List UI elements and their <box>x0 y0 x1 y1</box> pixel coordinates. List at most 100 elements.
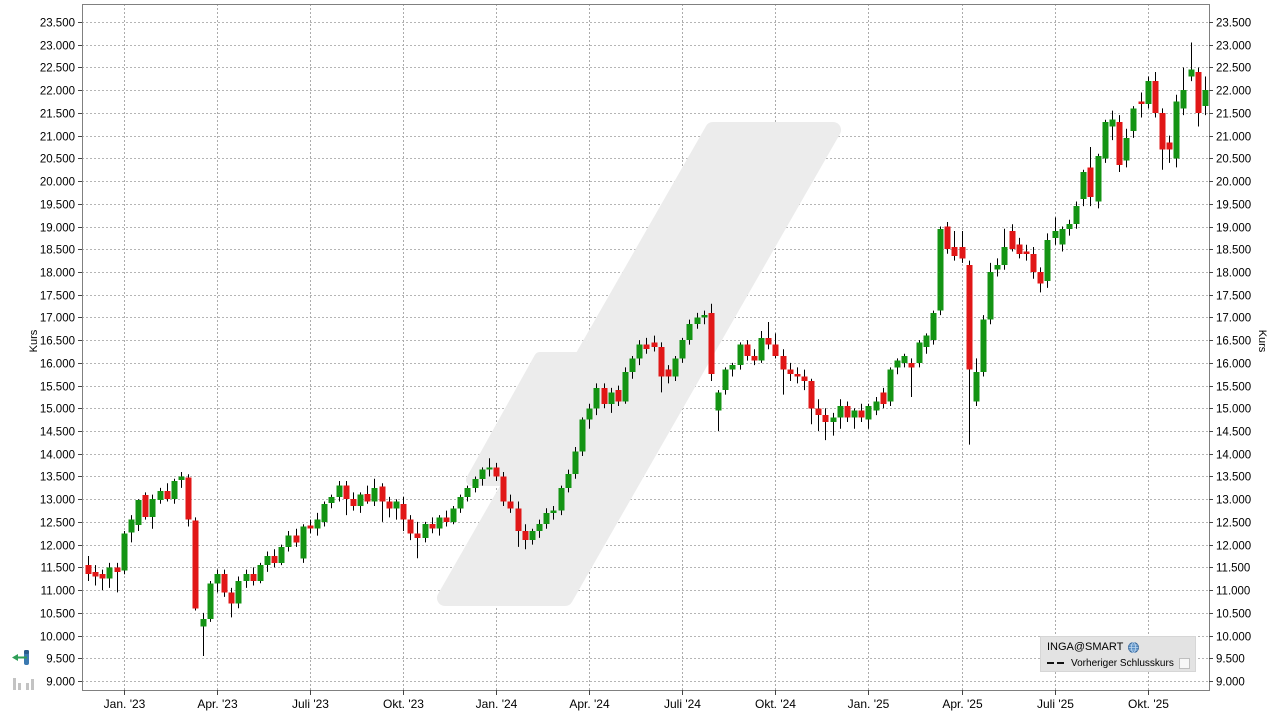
candle-down <box>944 226 951 250</box>
x-axis-tick-label: Okt. '25 <box>1128 697 1169 711</box>
candle-up <box>200 619 207 627</box>
candle-up <box>1109 119 1116 127</box>
candle-up <box>851 410 858 418</box>
y-axis-tick-label-left: 17.000 <box>40 313 75 325</box>
candle-down <box>780 356 787 370</box>
candle-up <box>1095 156 1102 202</box>
candle-up <box>257 565 264 582</box>
candle-up <box>235 581 242 604</box>
y-axis-tick-label-right: 13.000 <box>1216 495 1251 507</box>
candle-up <box>1001 246 1008 266</box>
candle-up <box>243 574 250 582</box>
candle-up <box>923 335 930 347</box>
candle-up <box>715 392 722 411</box>
candle-up <box>328 496 335 503</box>
x-axis-tick-label: Jan. '24 <box>476 697 518 711</box>
candle-up <box>321 503 328 522</box>
chart-corner-tools <box>12 649 40 691</box>
candle-down <box>414 533 421 538</box>
candle-down <box>751 356 758 361</box>
y-axis-tick-label-right: 22.000 <box>1216 86 1251 98</box>
y-axis-tick-label-left: 12.500 <box>40 518 75 530</box>
candle-down <box>858 410 865 418</box>
y-axis-tick-label-left: 10.000 <box>40 632 75 644</box>
candle-up <box>722 369 729 391</box>
candle-down <box>515 508 522 532</box>
y-axis-tick-label-right: 21.000 <box>1216 132 1251 144</box>
candle-up <box>300 526 307 559</box>
y-axis-tick-label-right: 21.500 <box>1216 109 1251 121</box>
candle-up <box>536 524 543 532</box>
candle-up <box>472 478 479 488</box>
y-axis-tick-label-right: 14.500 <box>1216 427 1251 439</box>
candle-up <box>1073 206 1080 225</box>
candle-down <box>1152 81 1159 113</box>
candle-down <box>658 346 665 377</box>
candle-down <box>522 531 529 541</box>
candle-down <box>293 535 300 543</box>
candle-down <box>815 408 822 416</box>
y-axis-tick-label-left: 12.000 <box>40 541 75 553</box>
candle-up <box>1173 101 1180 159</box>
candle-up <box>1145 81 1152 104</box>
y-axis-tick-label-right: 10.000 <box>1216 632 1251 644</box>
candle-down <box>271 556 278 563</box>
candle-up <box>1044 240 1051 282</box>
y-axis-tick-label-left: 23.500 <box>40 18 75 30</box>
candle-down <box>343 485 350 500</box>
candle-down <box>221 574 228 593</box>
candle-up <box>149 499 156 517</box>
plot-border <box>82 4 1210 691</box>
y-axis-tick-label-right: 9.000 <box>1216 677 1245 689</box>
x-axis-tick-label: Apr. '23 <box>197 697 238 711</box>
candle-up <box>128 519 135 533</box>
y-axis-tick-label-right: 23.500 <box>1216 18 1251 30</box>
candle-up <box>608 392 615 404</box>
y-axis-tick-label-right: 20.000 <box>1216 177 1251 189</box>
candle-up <box>157 491 164 501</box>
dashed-line-marker <box>1047 662 1067 664</box>
y-axis-tick-label-left: 21.500 <box>40 109 75 121</box>
candle-down <box>1037 271 1044 284</box>
mini-bar-chart-icon[interactable] <box>12 675 38 691</box>
candle-down <box>808 381 815 409</box>
candle-up <box>543 512 550 525</box>
candle-up <box>1188 69 1195 77</box>
candle-up <box>916 342 923 363</box>
y-axis-tick-label-right: 12.000 <box>1216 541 1251 553</box>
y-axis-tick-label-right: 17.500 <box>1216 291 1251 303</box>
y-axis-tick-label-right: 12.500 <box>1216 518 1251 530</box>
y-axis-tick-label-left: 16.500 <box>40 336 75 348</box>
candle-down <box>708 312 715 375</box>
candle-down <box>744 344 751 357</box>
y-axis-tick-label-right: 19.500 <box>1216 200 1251 212</box>
candle-up <box>371 487 378 502</box>
x-axis-tick-label: Juli '25 <box>1037 697 1074 711</box>
candle-down <box>765 337 772 345</box>
candle-up <box>285 535 292 547</box>
candle-up <box>1202 90 1209 107</box>
candle-up <box>758 337 765 361</box>
candle-up <box>629 358 636 372</box>
candle-down <box>228 592 235 604</box>
previous-close-checkbox[interactable] <box>1179 657 1190 669</box>
candle-down <box>651 342 658 347</box>
candle-up <box>679 340 686 359</box>
candle-up <box>450 508 457 522</box>
pan-left-icon[interactable] <box>12 649 40 667</box>
y-axis-tick-label-left: 21.000 <box>40 132 75 144</box>
x-axis-tick-label: Juli '23 <box>292 697 329 711</box>
candle-up <box>579 419 586 452</box>
candle-up <box>636 344 643 359</box>
candle-down <box>1138 101 1145 104</box>
candle-down <box>500 476 507 502</box>
candle-down <box>142 495 149 517</box>
y-axis-tick-label-left: 19.000 <box>40 223 75 235</box>
candle-down <box>507 501 514 509</box>
y-axis-tick-label-right: 18.500 <box>1216 245 1251 257</box>
y-axis-tick-label-right: 14.000 <box>1216 450 1251 462</box>
candle-up <box>873 401 880 411</box>
y-axis-tick-label-left: 20.500 <box>40 154 75 166</box>
candle-down <box>350 499 357 507</box>
